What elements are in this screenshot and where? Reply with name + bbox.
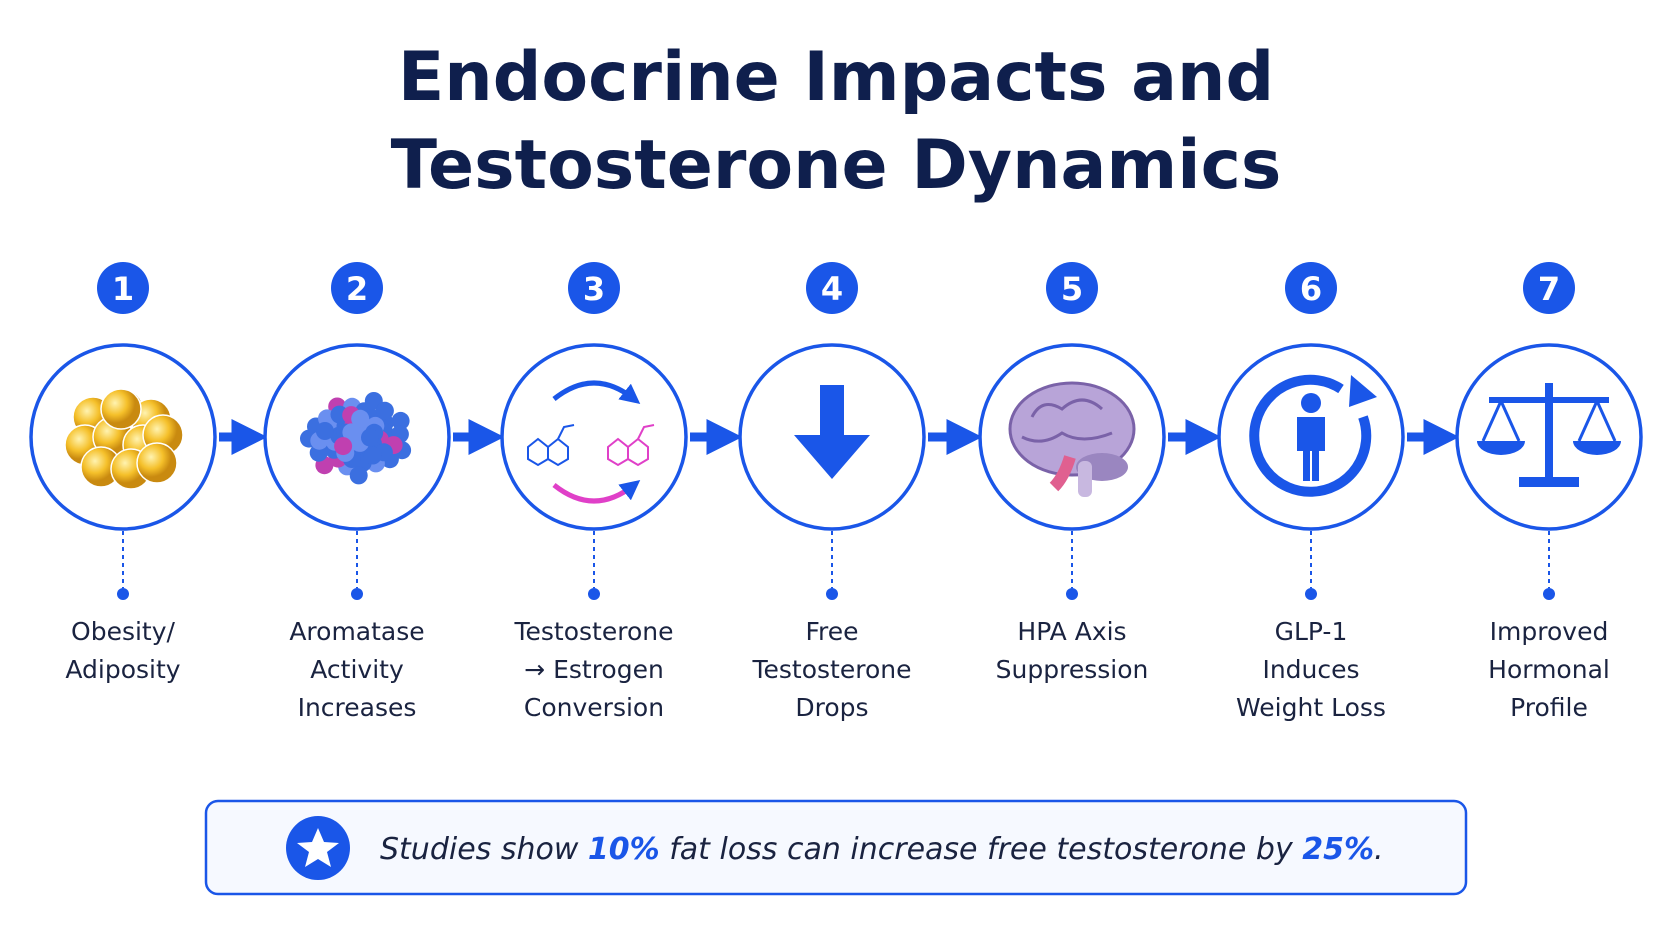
step-number: 5 (1061, 270, 1083, 308)
icon-part (100, 388, 142, 430)
highlight: 10% (588, 832, 660, 867)
callout-box (204, 799, 1468, 896)
connector-dot (1543, 588, 1555, 600)
callout-text: Studies show 10% fat loss can increase f… (380, 832, 1384, 867)
step-icon (64, 388, 184, 490)
callout-segment: fat loss can increase free testosterone … (660, 832, 1303, 867)
step-icon (300, 392, 412, 485)
step-icon (527, 380, 655, 504)
step-icon (1008, 381, 1136, 497)
icon-part (552, 380, 641, 404)
step-label: Increases (298, 693, 417, 722)
icon-part (334, 437, 353, 456)
step-number: 6 (1300, 270, 1322, 308)
step-icon (1477, 383, 1621, 487)
step-label: Obesity/ (71, 617, 175, 646)
steps: 1 Obesity/Adiposity 2 Aromatase Activity Incr… (29, 262, 1643, 722)
step-label: Free (805, 617, 858, 646)
step-icon (1249, 374, 1377, 497)
step-badge (806, 262, 858, 314)
step-badge (97, 262, 149, 314)
step-label: Adiposity (65, 655, 180, 684)
step-label: Profile (1510, 693, 1588, 722)
step-label: → Estrogen (524, 655, 664, 684)
connector-dot (351, 588, 363, 600)
icon-part (527, 424, 575, 467)
icon-part (315, 422, 334, 440)
icon-part (607, 424, 655, 467)
step-label: Aromatase (289, 617, 424, 646)
callout-segment: Studies show (380, 832, 588, 867)
step-label: Testosterone (514, 617, 674, 646)
icon-part (1545, 383, 1553, 479)
step-number: 2 (346, 270, 368, 308)
connector-dot (1066, 588, 1078, 600)
step-label: Hormonal (1488, 655, 1610, 684)
icon-part (1481, 400, 1617, 442)
icon-part (1297, 417, 1325, 481)
step-label: HPA Axis (1017, 617, 1126, 646)
step-label: Suppression (996, 655, 1149, 684)
icon-part (375, 401, 394, 420)
icon-part (1049, 455, 1076, 492)
connector-dot (826, 588, 838, 600)
icon-part (1477, 441, 1621, 455)
icon-part (527, 380, 655, 504)
connector-dot (1305, 588, 1317, 600)
highlight: 25% (1302, 832, 1374, 867)
step-label: Conversion (524, 693, 664, 722)
icon-part (527, 424, 575, 467)
step-label: Drops (795, 693, 868, 722)
step-badge (331, 262, 383, 314)
icon-part (136, 442, 178, 484)
icon-part (1489, 397, 1609, 403)
step-label: Activity (310, 655, 404, 684)
step-label: Weight Loss (1236, 693, 1386, 722)
icon-part (351, 409, 370, 428)
icon-part (1249, 374, 1377, 497)
icon-part (391, 411, 410, 430)
connector-dot (117, 588, 129, 600)
step-label: Induces (1262, 655, 1359, 684)
icon-part (349, 466, 368, 485)
step-badge (1523, 262, 1575, 314)
icon-part (607, 424, 655, 467)
step-number: 1 (112, 270, 134, 308)
callout-segment: . (1374, 832, 1384, 867)
icon-part (300, 392, 412, 485)
icon-part (794, 385, 870, 479)
step-number: 7 (1538, 270, 1560, 308)
step-badge (1046, 262, 1098, 314)
icon-part (1008, 381, 1136, 497)
icon-part (1301, 393, 1321, 413)
title-line: Testosterone Dynamics (391, 126, 1282, 205)
icon-part (1477, 383, 1621, 487)
step-label: GLP-1 (1275, 617, 1348, 646)
step-badge (568, 262, 620, 314)
step-badge (1285, 262, 1337, 314)
step-label: Improved (1490, 617, 1609, 646)
icon-part (1349, 375, 1377, 407)
icon-part (552, 480, 641, 504)
star-icon (297, 828, 339, 867)
icon-part (363, 446, 382, 465)
icon-part (361, 428, 379, 447)
icon-part (1249, 374, 1372, 497)
icon-part (1021, 398, 1113, 443)
step-label: Testosterone (752, 655, 912, 684)
icon-part (1078, 461, 1092, 497)
step-number: 3 (583, 270, 605, 308)
icon-part (342, 423, 361, 442)
connector-dot (588, 588, 600, 600)
step-number: 4 (821, 270, 843, 308)
step-icon (794, 385, 870, 479)
title: Endocrine Impacts and (398, 38, 1274, 117)
icon-part (1519, 477, 1579, 487)
icon-part (64, 388, 184, 490)
